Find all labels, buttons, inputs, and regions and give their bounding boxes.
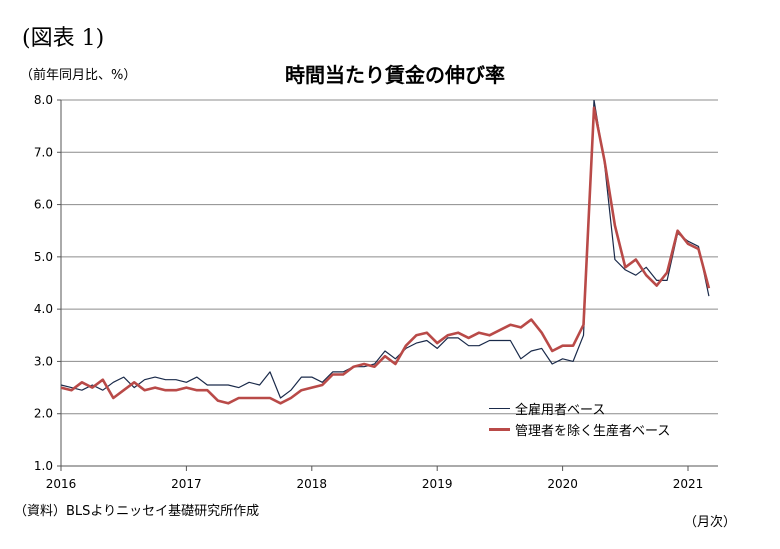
y-tick-label: 8.0 bbox=[34, 93, 53, 107]
legend: 全雇用者ベース 管理者を除く生産者ベース bbox=[489, 398, 670, 440]
legend-label-all-employees: 全雇用者ベース bbox=[515, 403, 606, 418]
legend-item-all-employees: 全雇用者ベース bbox=[489, 398, 670, 419]
y-tick-label: 7.0 bbox=[34, 145, 53, 159]
y-unit-label: （前年同月比、%） bbox=[20, 68, 137, 83]
legend-swatch-production-workers bbox=[489, 428, 510, 431]
y-tick-label: 4.0 bbox=[34, 302, 53, 316]
x-tick-label: 2017 bbox=[171, 477, 202, 491]
y-tick-label: 6.0 bbox=[34, 198, 53, 212]
x-tick-label: 2021 bbox=[673, 477, 704, 491]
figure-label: (図表 1) bbox=[22, 26, 105, 51]
x-tick-labels: 2016 2017 2018 2019 2020 2021 bbox=[46, 477, 704, 491]
chart-title: 時間当たり賃金の伸び率 bbox=[285, 63, 505, 87]
axes bbox=[57, 99, 718, 471]
y-tick-label: 5.0 bbox=[34, 250, 53, 264]
y-tick-label: 3.0 bbox=[34, 354, 53, 368]
series-lines bbox=[61, 100, 711, 405]
x-tick-label: 2019 bbox=[422, 477, 453, 491]
legend-label-production-workers: 管理者を除く生産者ベース bbox=[515, 424, 671, 439]
y-tick-label: 1.0 bbox=[34, 459, 53, 473]
gridlines bbox=[61, 99, 718, 415]
x-unit-label: （月次） bbox=[683, 515, 736, 530]
y-tick-labels: 1.0 2.0 3.0 4.0 5.0 6.0 7.0 8.0 bbox=[34, 93, 53, 473]
series-line-production-workers bbox=[61, 106, 711, 405]
series-line-all-employees bbox=[61, 100, 710, 399]
y-tick-label: 2.0 bbox=[34, 407, 53, 421]
legend-item-production-workers: 管理者を除く生産者ベース bbox=[489, 419, 670, 440]
x-tick-label: 2020 bbox=[547, 477, 578, 491]
source-note: （資料）BLSよりニッセイ基礎研究所作成 bbox=[14, 504, 260, 519]
x-tick-label: 2016 bbox=[46, 477, 77, 491]
x-tick-label: 2018 bbox=[297, 477, 328, 491]
legend-swatch-all-employees bbox=[489, 408, 510, 409]
